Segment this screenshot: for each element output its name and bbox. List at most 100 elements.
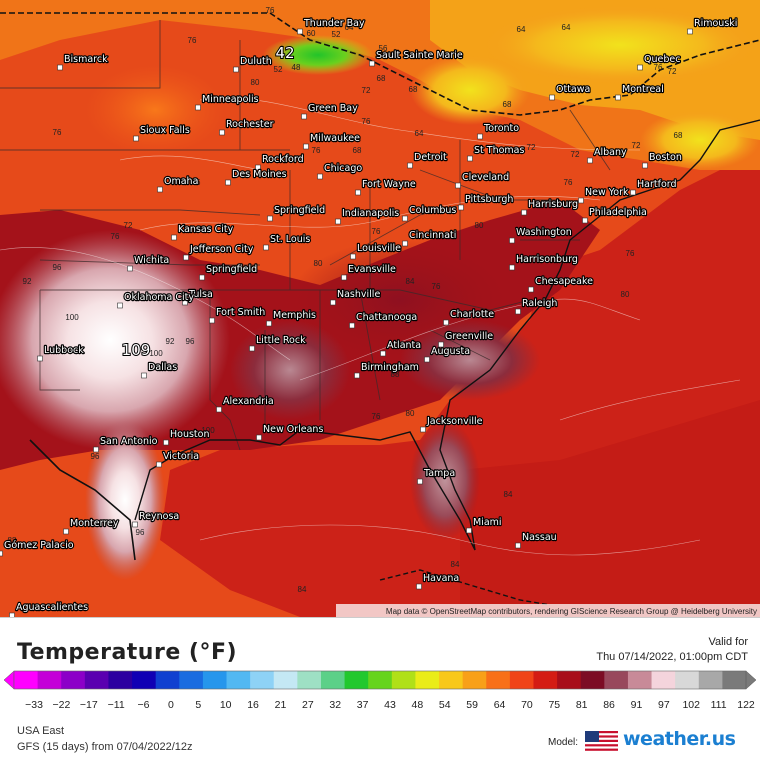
city-marker[interactable]: Aguascalientes xyxy=(9,601,89,617)
city-marker[interactable]: Monterrey xyxy=(63,517,120,535)
isotherm-label: 80 xyxy=(251,78,260,87)
city-marker[interactable]: Augusta xyxy=(424,345,471,363)
city-marker[interactable]: Tampa xyxy=(417,467,456,485)
city-marker[interactable]: Detroit xyxy=(407,151,448,169)
city-marker[interactable]: Sioux Falls xyxy=(133,124,191,142)
city-label: Harrisonburg xyxy=(516,254,578,265)
city-marker[interactable]: Jefferson City xyxy=(183,243,255,261)
city-marker[interactable]: Tulsa xyxy=(182,288,214,306)
city-dot-icon xyxy=(355,189,361,196)
city-marker[interactable]: Green Bay xyxy=(301,102,359,120)
city-marker[interactable]: Quebec xyxy=(637,53,682,71)
city-label: Sioux Falls xyxy=(140,125,190,136)
city-marker[interactable]: Hartford xyxy=(630,178,678,196)
city-marker[interactable]: Bismarck xyxy=(57,53,109,71)
city-marker[interactable]: Thunder Bay xyxy=(297,17,366,35)
city-marker[interactable]: Raleigh xyxy=(515,297,559,315)
temperature-map[interactable]: 76 72 64 60 52 56 64 64 76 52 48 76 72 80 68 68 72 68 76 64… xyxy=(0,0,760,617)
isotherm-label: 96 xyxy=(136,528,145,537)
city-dot-icon xyxy=(0,550,3,557)
scale-tick-label: −11 xyxy=(108,699,125,711)
city-label: Bismarck xyxy=(64,54,108,65)
isotherm-label: 92 xyxy=(23,277,32,286)
city-marker[interactable]: Chesapeake xyxy=(528,275,594,293)
city-dot-icon xyxy=(402,215,408,222)
city-label: Detroit xyxy=(414,152,447,163)
city-marker[interactable]: Cincinnati xyxy=(402,229,458,247)
city-labels: Thunder Bay Rimouski Bismarck Duluth Sault S… xyxy=(0,17,739,617)
city-marker[interactable]: Minneapolis xyxy=(195,93,260,111)
isotherm-lines xyxy=(0,97,741,556)
city-marker[interactable]: Little Rock xyxy=(249,334,307,352)
city-marker[interactable]: Chattanooga xyxy=(349,311,418,329)
city-marker[interactable]: Memphis xyxy=(266,309,317,327)
city-marker[interactable]: New Orleans xyxy=(256,423,325,441)
city-marker[interactable]: Ottawa xyxy=(549,83,592,101)
city-marker[interactable]: San Antonio xyxy=(93,435,159,453)
city-marker[interactable]: Philadelphia xyxy=(582,206,648,224)
city-marker[interactable]: Montreal xyxy=(615,83,665,101)
city-marker[interactable]: Dallas xyxy=(141,361,178,379)
city-marker[interactable]: Atlanta xyxy=(380,339,422,357)
city-marker[interactable]: New York xyxy=(578,186,630,204)
city-marker[interactable]: St Thomas xyxy=(467,144,526,162)
scale-swatch xyxy=(320,671,346,689)
city-label: Ottawa xyxy=(556,84,590,95)
city-marker[interactable]: Harrisonburg xyxy=(509,253,579,271)
city-label: Monterrey xyxy=(70,518,119,529)
city-marker[interactable]: Wichita xyxy=(127,254,170,272)
city-marker[interactable]: Cleveland xyxy=(455,171,510,189)
city-marker[interactable]: Oklahoma City xyxy=(117,291,196,309)
city-marker[interactable]: Gómez Palacio xyxy=(0,539,75,557)
city-dot-icon xyxy=(57,64,63,71)
city-marker[interactable]: Des Moines xyxy=(225,168,288,186)
city-marker[interactable]: Toronto xyxy=(477,122,520,140)
city-marker[interactable]: Omaha xyxy=(157,175,200,193)
city-marker[interactable]: Columbus xyxy=(402,204,458,222)
city-dot-icon xyxy=(195,104,201,111)
city-marker[interactable]: Nashville xyxy=(330,288,382,306)
city-marker[interactable]: Rimouski xyxy=(687,17,739,35)
isotherm-label: 48 xyxy=(292,63,301,72)
isotherm-label: 80 xyxy=(475,221,484,230)
city-marker[interactable]: Birmingham xyxy=(354,361,420,379)
city-marker[interactable]: Alexandria xyxy=(216,395,275,413)
city-marker[interactable]: Lubbock xyxy=(37,344,85,362)
city-marker[interactable]: Duluth xyxy=(233,55,273,73)
city-marker[interactable]: Springfield xyxy=(199,263,258,281)
city-marker[interactable]: Fort Wayne xyxy=(355,178,417,196)
city-marker[interactable]: Harrisburg xyxy=(521,198,579,216)
city-marker[interactable]: Nassau xyxy=(515,531,558,549)
city-marker[interactable]: Boston xyxy=(642,151,683,169)
scale-swatch xyxy=(37,671,62,689)
city-marker[interactable]: Greenville xyxy=(438,330,495,348)
city-marker[interactable]: Jacksonville xyxy=(420,415,484,433)
city-marker[interactable]: Louisville xyxy=(350,242,402,260)
city-marker[interactable]: Houston xyxy=(163,428,211,446)
city-marker[interactable]: Rochester xyxy=(219,118,275,136)
city-label: New York xyxy=(585,187,629,198)
city-marker[interactable]: Charlotte xyxy=(443,308,495,326)
city-marker[interactable]: Rockford xyxy=(255,153,305,171)
city-marker[interactable]: St. Louis xyxy=(263,233,312,251)
scale-tick-label: 21 xyxy=(275,699,287,711)
city-marker[interactable]: Springfield xyxy=(267,204,326,222)
isotherm-label: 76 xyxy=(111,232,120,241)
city-marker[interactable]: Sault Sainte Marie xyxy=(369,49,464,67)
city-marker[interactable]: Pittsburgh xyxy=(458,193,515,211)
city-marker[interactable]: Fort Smith xyxy=(209,306,266,324)
city-marker[interactable]: Evansville xyxy=(341,263,397,281)
brand-logo[interactable]: weather.us xyxy=(623,728,736,750)
city-marker[interactable]: Milwaukee xyxy=(303,132,361,150)
city-marker[interactable]: Kansas City xyxy=(171,223,235,241)
city-marker[interactable]: Washington xyxy=(509,226,573,244)
scale-tick-label: 75 xyxy=(548,699,560,711)
city-marker[interactable]: Reynosa xyxy=(132,510,180,528)
city-label: Miami xyxy=(473,517,502,528)
city-marker[interactable]: Miami xyxy=(466,516,503,534)
city-marker[interactable]: Havana xyxy=(416,572,460,590)
city-marker[interactable]: Victoria xyxy=(156,450,200,468)
city-marker[interactable]: Indianapolis xyxy=(335,207,400,225)
city-marker[interactable]: Chicago xyxy=(317,162,364,180)
city-marker[interactable]: Albany xyxy=(587,146,628,164)
